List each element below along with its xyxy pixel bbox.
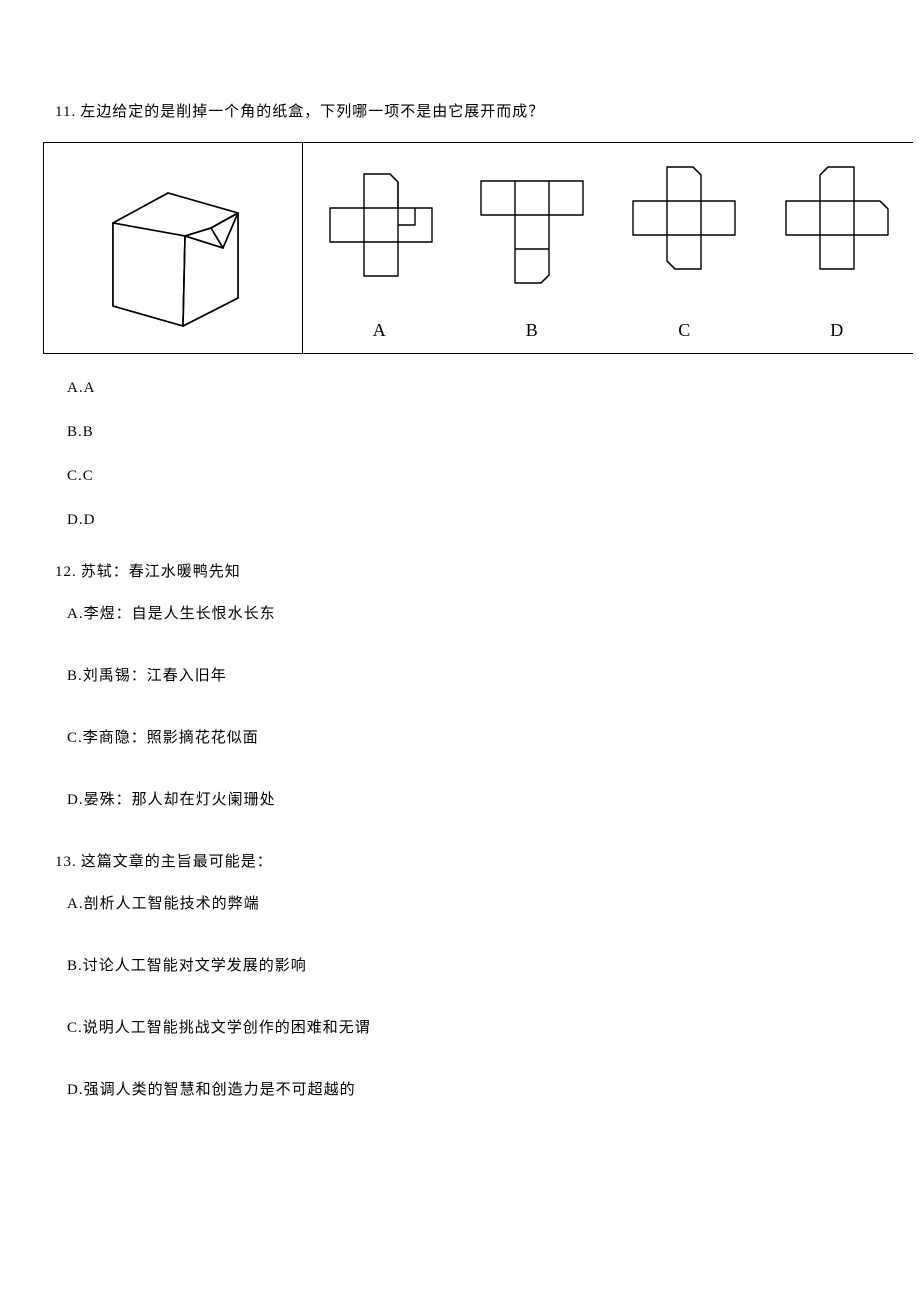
net-b-icon: [467, 161, 597, 306]
q11-fig-b-label: B: [526, 316, 538, 345]
q11-opt-a[interactable]: A.A: [67, 376, 865, 400]
q13-text: 13.这篇文章的主旨最可能是：: [55, 850, 865, 874]
q11-fig-c: C: [619, 161, 749, 345]
q11-opt-b[interactable]: B.B: [67, 420, 865, 444]
q11-options: A.A B.B C.C D.D: [55, 376, 865, 532]
q13-opt-a[interactable]: A.剖析人工智能技术的弊端: [67, 892, 865, 916]
q13-number: 13.: [55, 854, 77, 870]
q13-opt-d[interactable]: D.强调人类的智慧和创造力是不可超越的: [67, 1078, 865, 1102]
net-d-icon: [772, 161, 902, 306]
q12-stem: 苏轼：春江水暖鸭先知: [81, 564, 241, 580]
q11-number: 11.: [55, 104, 76, 120]
q12-opt-d[interactable]: D.晏殊：那人却在灯火阑珊处: [67, 788, 865, 812]
q11-solid-cell: [43, 143, 303, 353]
net-c-icon: [619, 161, 749, 306]
q11-opt-c[interactable]: C.C: [67, 464, 865, 488]
q12-opt-b[interactable]: B.刘禹锡：江春入旧年: [67, 664, 865, 688]
q11-text: 11.左边给定的是削掉一个角的纸盒，下列哪一项不是由它展开而成？: [55, 100, 865, 124]
q11-fig-d: D: [772, 161, 902, 345]
q11-fig-a-label: A: [373, 316, 386, 345]
q13-stem: 这篇文章的主旨最可能是：: [81, 854, 273, 870]
q11-stem: 左边给定的是削掉一个角的纸盒，下列哪一项不是由它展开而成？: [80, 104, 544, 120]
q11-fig-a: A: [314, 166, 444, 345]
q12-opt-a[interactable]: A.李煜：自是人生长恨水长东: [67, 602, 865, 626]
question-13: 13.这篇文章的主旨最可能是： A.剖析人工智能技术的弊端 B.讨论人工智能对文…: [55, 850, 865, 1102]
q11-opt-d[interactable]: D.D: [67, 508, 865, 532]
q12-number: 12.: [55, 564, 77, 580]
q13-opt-b[interactable]: B.讨论人工智能对文学发展的影响: [67, 954, 865, 978]
q11-fig-c-label: C: [678, 316, 690, 345]
q13-opt-c[interactable]: C.说明人工智能挑战文学创作的困难和无谓: [67, 1016, 865, 1040]
q13-options: A.剖析人工智能技术的弊端 B.讨论人工智能对文学发展的影响 C.说明人工智能挑…: [55, 892, 865, 1102]
net-a-icon: [314, 166, 444, 306]
q12-options: A.李煜：自是人生长恨水长东 B.刘禹锡：江春入旧年 C.李商隐：照影摘花花似面…: [55, 602, 865, 812]
q12-text: 12.苏轼：春江水暖鸭先知: [55, 560, 865, 584]
q11-answer-cells: A: [303, 143, 913, 353]
q12-opt-c[interactable]: C.李商隐：照影摘花花似面: [67, 726, 865, 750]
q11-fig-d-label: D: [830, 316, 843, 345]
q11-figure-row: A: [43, 142, 913, 354]
q11-fig-b: B: [467, 161, 597, 345]
question-11: 11.左边给定的是削掉一个角的纸盒，下列哪一项不是由它展开而成？: [55, 100, 865, 532]
question-12: 12.苏轼：春江水暖鸭先知 A.李煜：自是人生长恨水长东 B.刘禹锡：江春入旧年…: [55, 560, 865, 812]
cube-cut-corner-icon: [83, 168, 263, 328]
